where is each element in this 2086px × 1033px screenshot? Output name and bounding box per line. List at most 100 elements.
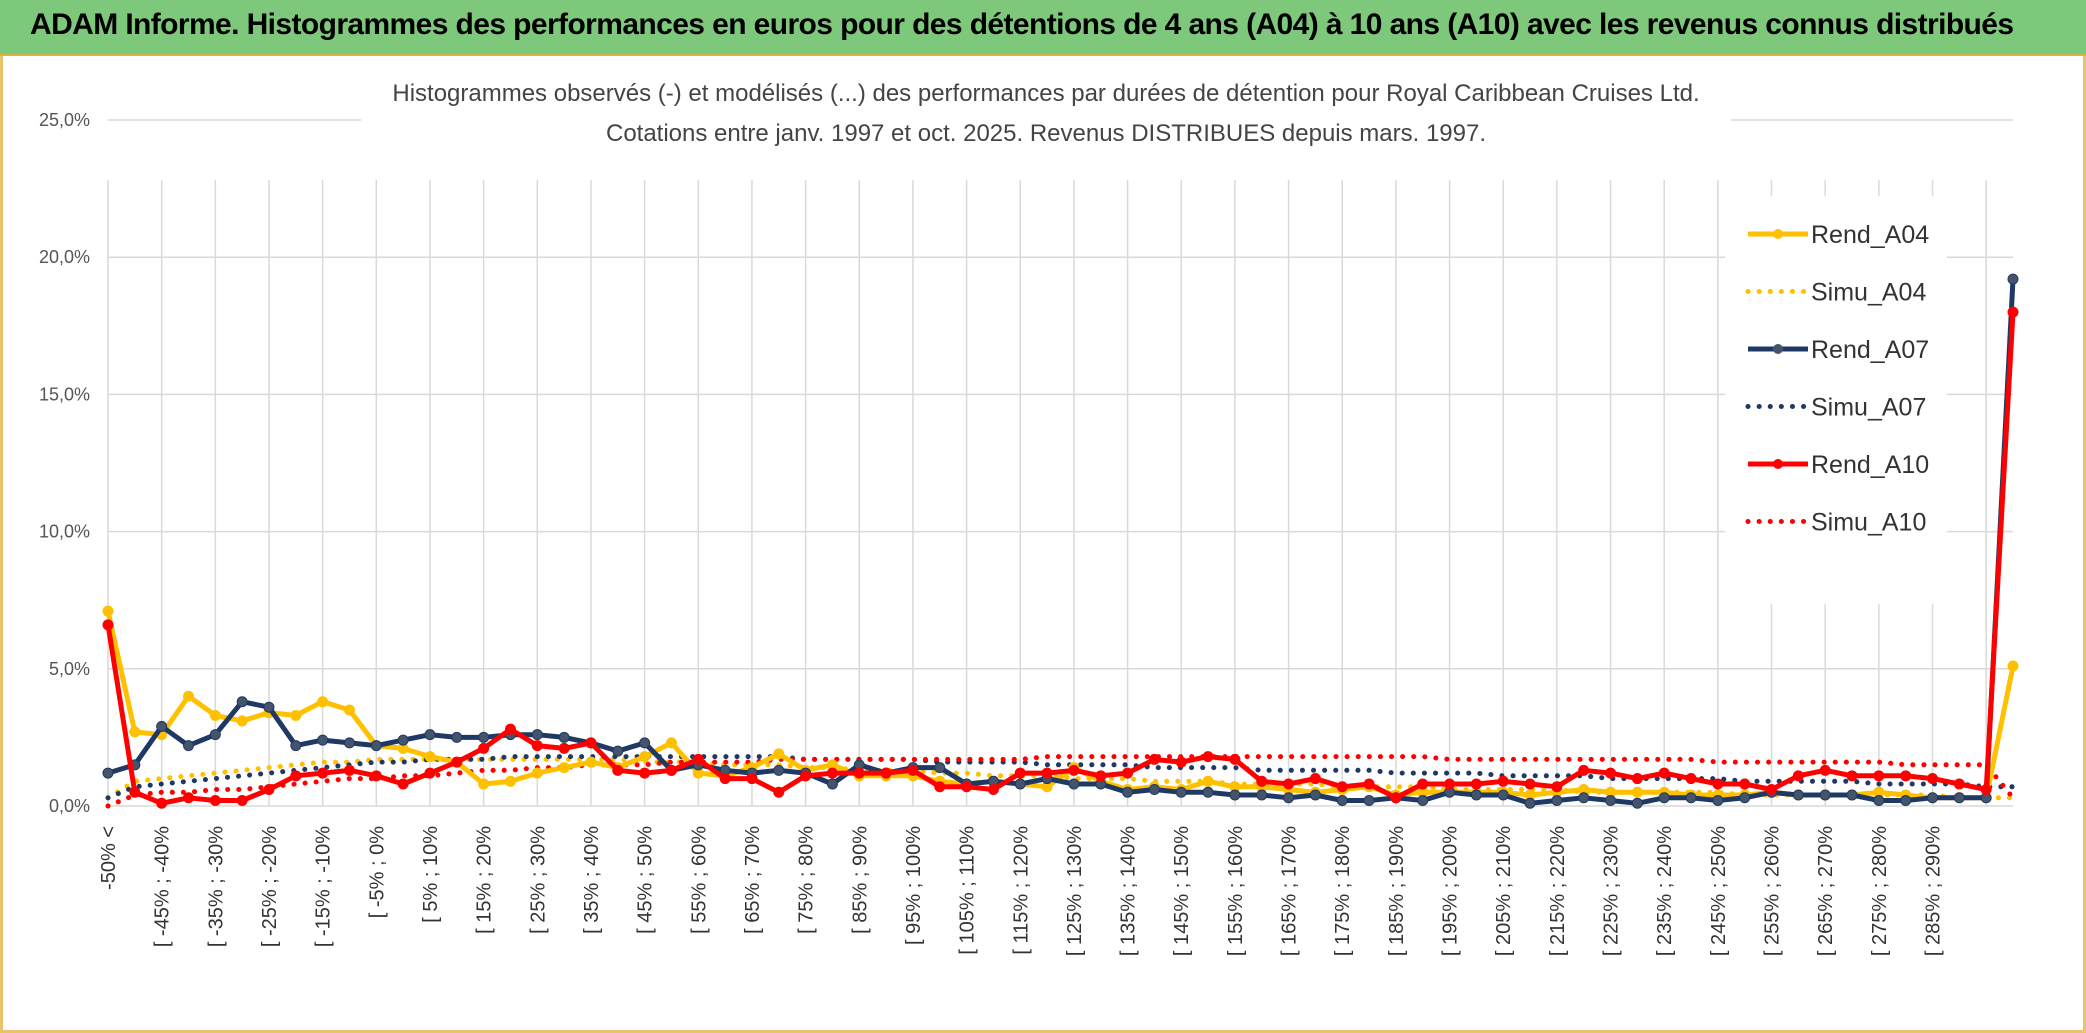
data-point-rend_a10 (343, 764, 355, 776)
x-tick-label: [ 275% ; 280% (1869, 826, 1891, 956)
data-point-rend_a07 (424, 729, 436, 741)
chart-subtitle: Cotations entre janv. 1997 et oct. 2025.… (606, 120, 1486, 147)
data-point-rend_a07 (1283, 792, 1295, 804)
data-point-rend_a04 (424, 751, 436, 763)
data-point-rend_a10 (773, 786, 785, 798)
data-point-rend_a07 (1309, 789, 1321, 801)
data-point-rend_a07 (1175, 786, 1187, 798)
series-line-simu_a07 (105, 754, 2016, 801)
data-point-rend_a07 (1846, 789, 1858, 801)
data-point-rend_a10 (263, 784, 275, 796)
data-point-rend_a07 (1900, 795, 1912, 807)
data-point-rend_a10 (1256, 775, 1268, 787)
data-point-rend_a10 (1712, 778, 1724, 790)
data-point-rend_a07 (451, 731, 463, 743)
x-tick-label: [ 145% ; 150% (1171, 826, 1193, 956)
data-point-rend_a04 (2007, 660, 2019, 672)
data-point-rend_a07 (156, 720, 168, 732)
data-point-rend_a10 (907, 764, 919, 776)
legend-label: Rend_A07 (1811, 336, 1929, 364)
data-point-rend_a10 (1014, 767, 1026, 779)
data-point-rend_a07 (1148, 784, 1160, 796)
x-tick-label: [ 165% ; 170% (1279, 826, 1301, 956)
data-point-rend_a10 (1497, 775, 1509, 787)
data-point-rend_a07 (1658, 792, 1670, 804)
data-point-rend_a07 (290, 740, 302, 752)
y-axis-tick-labels: 0,0% 5,0% 10,0% 15,0% 20,0% 25,0% (39, 110, 90, 816)
data-point-rend_a07 (1631, 797, 1643, 809)
data-point-rend_a07 (1578, 792, 1590, 804)
data-point-rend_a10 (1229, 753, 1241, 765)
legend-label: Simu_A10 (1811, 509, 1926, 537)
data-point-rend_a07 (1363, 795, 1375, 807)
y-tick-label: 5,0% (49, 659, 90, 679)
data-point-rend_a10 (290, 770, 302, 782)
data-point-rend_a10 (1363, 778, 1375, 790)
x-tick-label: [ 155% ; 160% (1225, 826, 1247, 956)
data-point-rend_a07 (209, 729, 221, 741)
data-point-rend_a07 (1122, 786, 1134, 798)
data-point-rend_a10 (1095, 770, 1107, 782)
y-tick-label: 10,0% (39, 522, 90, 542)
data-point-rend_a10 (370, 770, 382, 782)
legend-marker (1773, 459, 1783, 469)
data-point-rend_a10 (1122, 767, 1134, 779)
data-point-rend_a07 (1953, 792, 1965, 804)
x-tick-label: [ 125% ; 130% (1064, 826, 1086, 956)
data-point-rend_a04 (531, 767, 543, 779)
data-point-rend_a04 (317, 696, 329, 708)
x-tick-label: [ 235% ; 240% (1654, 826, 1676, 956)
data-point-rend_a07 (1470, 789, 1482, 801)
data-point-rend_a04 (639, 751, 651, 763)
data-point-rend_a04 (102, 605, 114, 617)
legend-label: Simu_A04 (1811, 279, 1926, 307)
data-point-rend_a07 (478, 731, 490, 743)
data-point-rend_a10 (934, 781, 946, 793)
data-point-rend_a10 (424, 767, 436, 779)
data-point-rend_a07 (1927, 792, 1939, 804)
data-point-rend_a07 (1819, 789, 1831, 801)
x-axis-tick-labels: -50% < [ -45% ; -40% [ -35% ; -30% [ -25% ;… (98, 826, 1945, 956)
legend: Rend_A04 Simu_A04 Rend_A07 Simu_A07 Rend_A10… (1745, 221, 1929, 537)
data-point-rend_a10 (1390, 792, 1402, 804)
y-tick-label: 15,0% (39, 384, 90, 404)
data-point-rend_a10 (1819, 764, 1831, 776)
data-point-rend_a04 (290, 709, 302, 721)
data-point-rend_a04 (665, 737, 677, 749)
x-tick-label: [ 215% ; 220% (1547, 826, 1569, 956)
x-tick-label: [ 205% ; 210% (1493, 826, 1515, 956)
data-point-rend_a04 (1202, 775, 1214, 787)
x-tick-label: [ -25% ; -20% (259, 826, 281, 947)
data-point-rend_a07 (397, 734, 409, 746)
data-point-rend_a07 (1497, 789, 1509, 801)
x-tick-label: [ 15% ; 20% (474, 826, 496, 934)
x-tick-label: -50% < (98, 826, 120, 890)
data-point-rend_a10 (1739, 778, 1751, 790)
x-tick-label: [ 175% ; 180% (1332, 826, 1354, 956)
data-point-rend_a10 (1470, 778, 1482, 790)
data-point-rend_a10 (1417, 778, 1429, 790)
data-point-rend_a10 (102, 619, 114, 631)
data-point-rend_a07 (1417, 795, 1429, 807)
data-point-rend_a10 (1900, 770, 1912, 782)
y-tick-label: 25,0% (39, 110, 90, 130)
data-point-rend_a04 (504, 775, 516, 787)
data-point-rend_a10 (1041, 767, 1053, 779)
data-point-rend_a10 (504, 723, 516, 735)
data-point-rend_a10 (853, 767, 865, 779)
x-tick-label: [ 135% ; 140% (1118, 826, 1140, 956)
legend-label: Rend_A04 (1811, 221, 1929, 249)
x-tick-label: [ 255% ; 260% (1762, 826, 1784, 956)
data-point-rend_a04 (558, 762, 570, 774)
data-point-rend_a07 (2007, 273, 2019, 285)
data-point-rend_a10 (531, 740, 543, 752)
x-tick-label: [ 55% ; 60% (688, 826, 710, 934)
x-tick-label: [ 245% ; 250% (1708, 826, 1730, 956)
data-point-rend_a10 (1873, 770, 1885, 782)
series-layer (102, 273, 2019, 809)
x-tick-label: [ 85% ; 90% (849, 826, 871, 934)
report-header: ADAM Informe. Histogrammes des performan… (0, 0, 2086, 56)
x-tick-label: [ -35% ; -30% (205, 826, 227, 947)
data-point-rend_a10 (987, 784, 999, 796)
data-point-rend_a10 (397, 778, 409, 790)
